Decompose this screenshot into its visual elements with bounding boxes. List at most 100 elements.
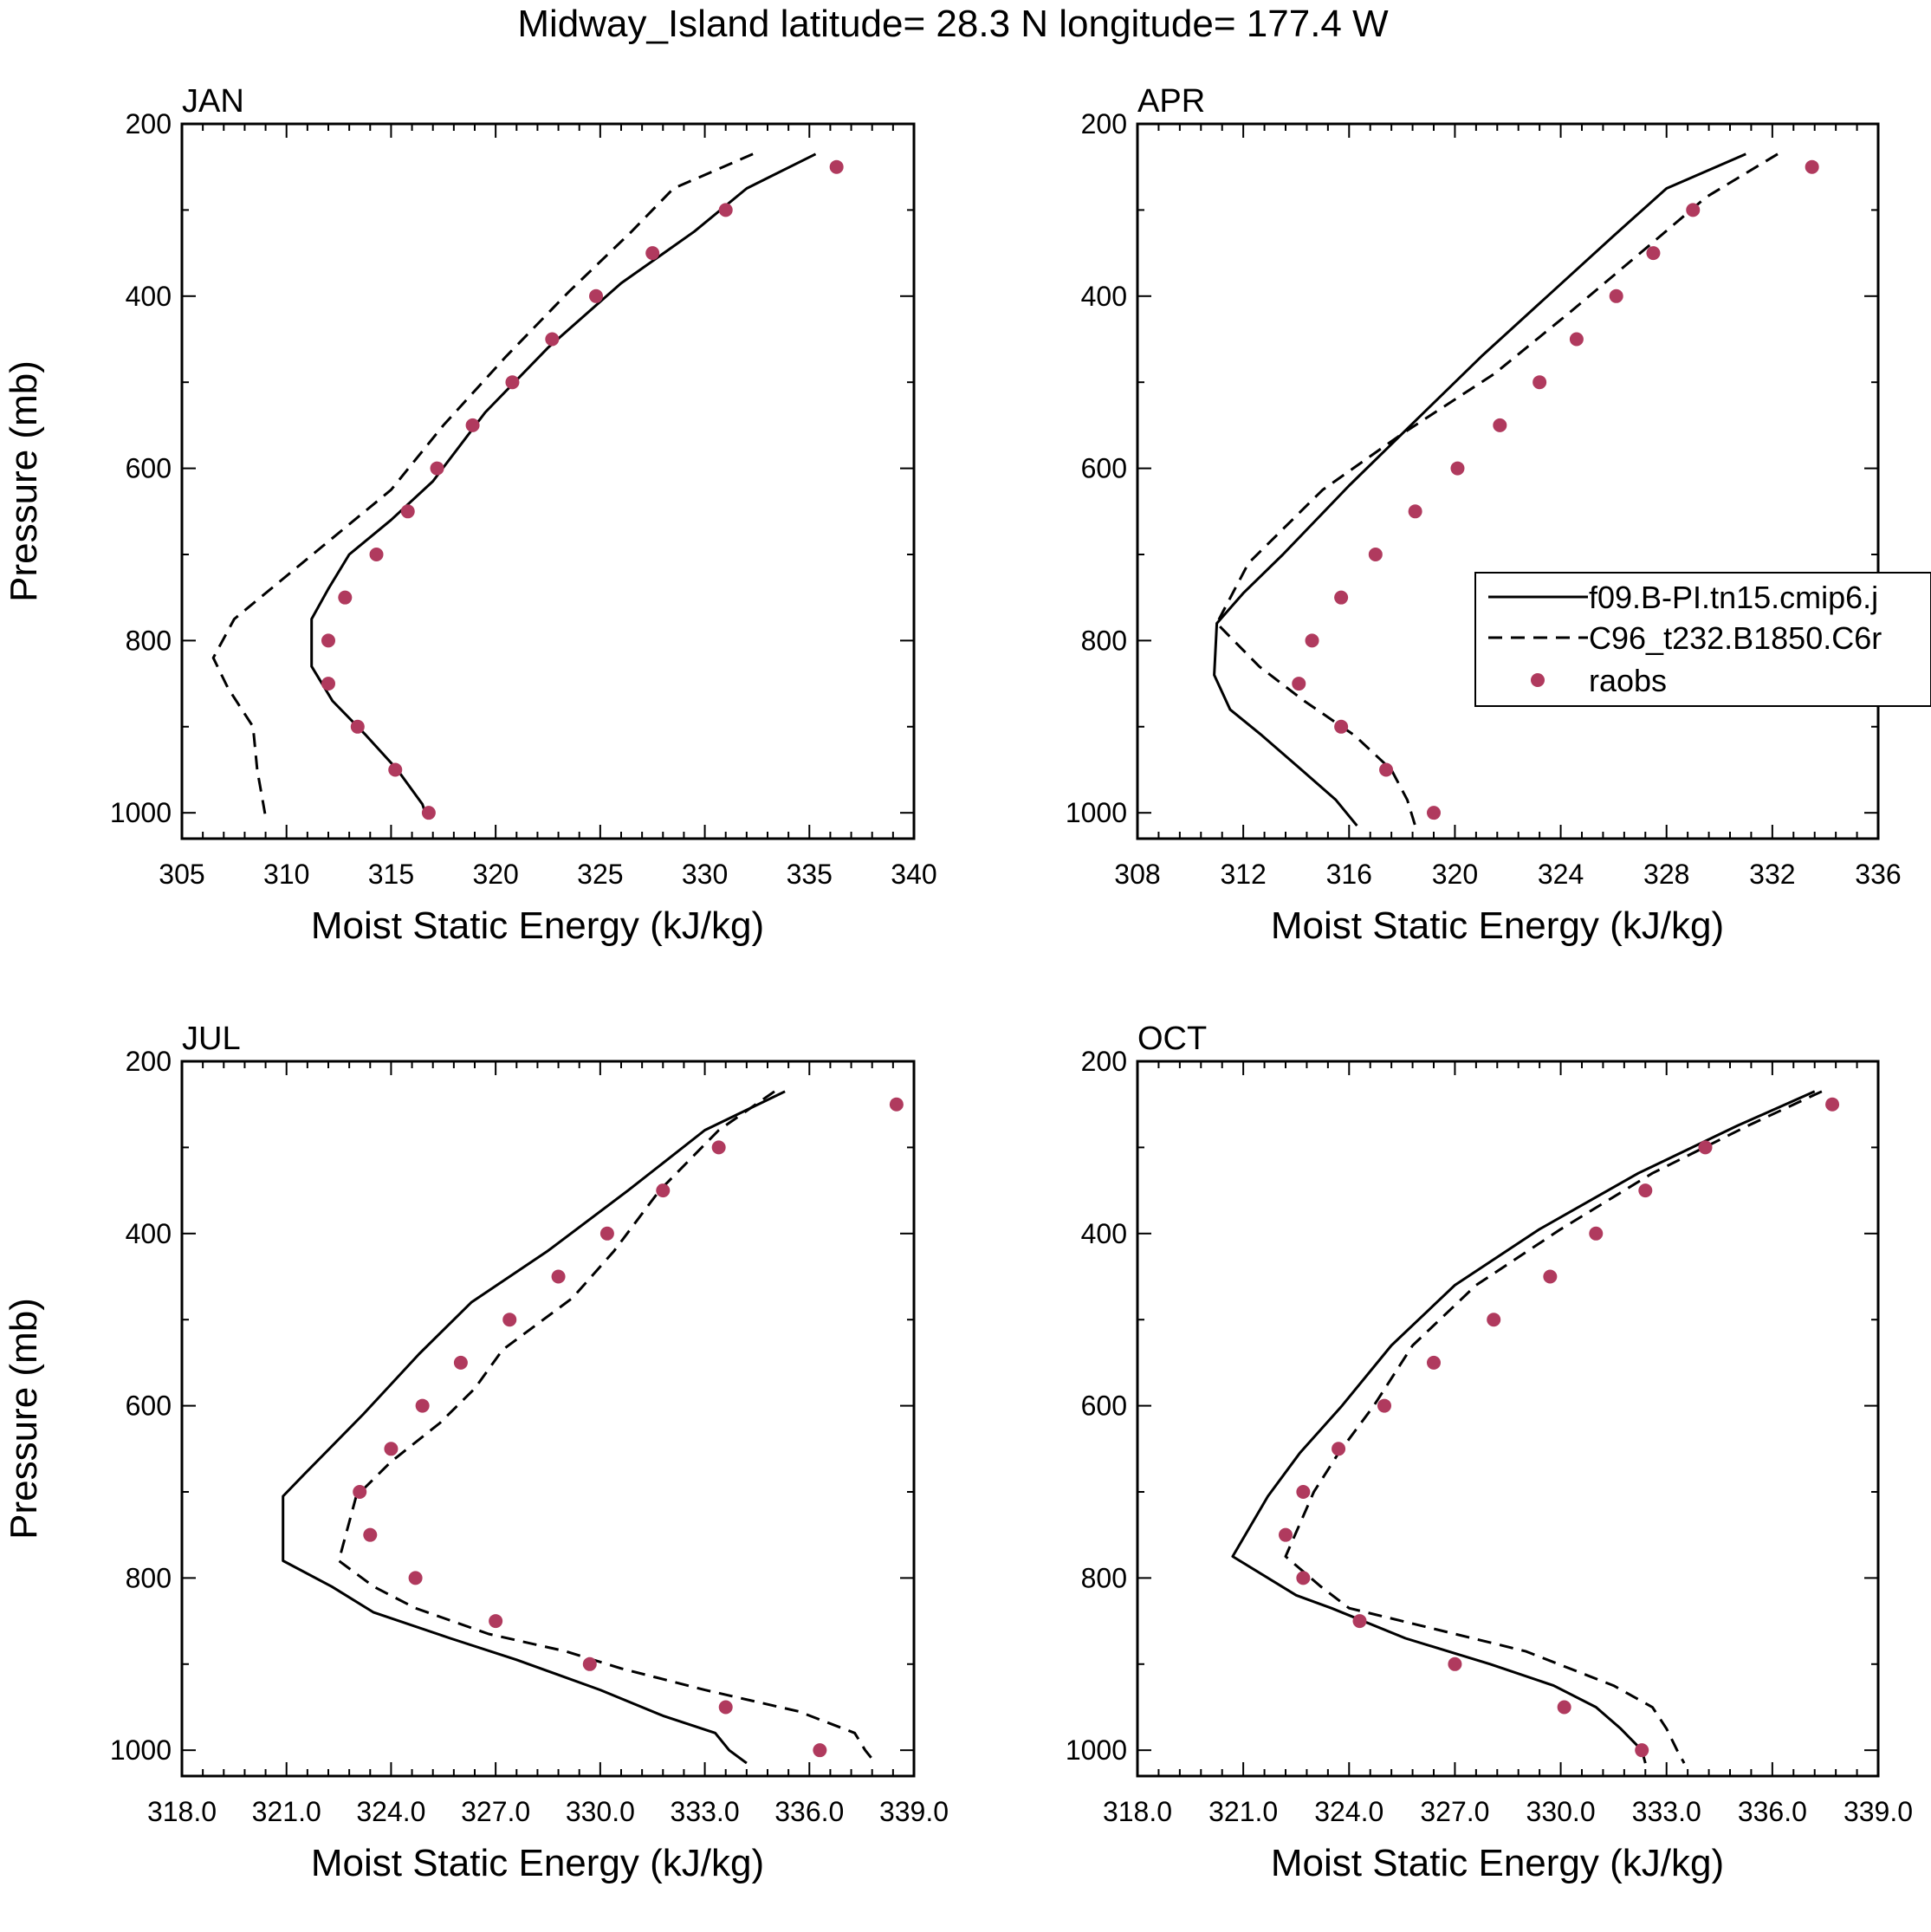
legend-marker-swatch (1531, 673, 1545, 687)
chart-1-solid-line (1213, 152, 1746, 827)
chart-3-raobs-point (1589, 1226, 1604, 1241)
chart-0-raobs-point (589, 289, 604, 303)
chart-3-xtick-label: 336.0 (1738, 1796, 1807, 1827)
chart-0-raobs-point (350, 719, 365, 734)
chart-1-raobs-point (1646, 246, 1661, 261)
chart-0-raobs-point (465, 418, 480, 432)
chart-1-raobs-point (1532, 375, 1547, 390)
chart-0-xtick-label: 315 (368, 859, 414, 890)
chart-0-xtick-label: 340 (891, 859, 936, 890)
chart-2-ylabel: Pressure (mb) (3, 1298, 45, 1540)
chart-2-raobs-point (582, 1656, 597, 1671)
chart-0-xtick-label: 335 (787, 859, 833, 890)
chart-0-dashed-line (211, 152, 754, 818)
chart-1-raobs-point (1334, 590, 1349, 605)
chart-3-raobs-point (1279, 1527, 1293, 1542)
chart-1-xtick-label: 324 (1538, 859, 1584, 890)
chart-2-raobs-point (502, 1313, 517, 1327)
chart-2-raobs-point (656, 1183, 671, 1198)
chart-1-xtick-label: 308 (1114, 859, 1160, 890)
chart-2-xtick-label: 324.0 (356, 1796, 425, 1827)
legend: f09.B-PI.tn15.cmip6.j C96_t232.B1850.C6r… (1474, 572, 1931, 707)
chart-0-xtick-label: 320 (472, 859, 518, 890)
chart-0-raobs-point (545, 332, 560, 347)
chart-3-raobs-point (1698, 1140, 1713, 1155)
chart-2-ytick-label: 800 (126, 1562, 172, 1593)
chart-0-xlabel: Moist Static Energy (kJ/kg) (311, 904, 764, 947)
chart-3-raobs-point (1638, 1183, 1653, 1198)
chart-0-raobs-point (400, 504, 415, 519)
chart-3-raobs-point (1825, 1097, 1840, 1112)
chart-3-raobs-point (1635, 1743, 1649, 1758)
chart-0-xtick-label: 305 (159, 859, 204, 890)
chart-3-raobs-point (1352, 1614, 1367, 1629)
chart-2-dashed-line (337, 1090, 877, 1765)
chart-3-ytick-label: 600 (1081, 1391, 1127, 1422)
chart-2-xtick-label: 339.0 (879, 1796, 949, 1827)
chart-3-xtick-label: 333.0 (1632, 1796, 1701, 1827)
chart-2-raobs-point (711, 1140, 726, 1155)
chart-1-raobs-point (1805, 159, 1819, 174)
chart-3-raobs-point (1332, 1442, 1346, 1456)
chart-1-raobs-point (1368, 547, 1383, 561)
chart-1-ytick-label: 400 (1081, 281, 1127, 312)
chart-1-title: APR (1137, 83, 1205, 120)
legend-box (1474, 572, 1931, 707)
chart-3-raobs-point (1448, 1656, 1462, 1671)
chart-0-raobs-point (369, 547, 384, 561)
chart-1-ytick-label: 1000 (1066, 797, 1127, 828)
chart-0-xtick-label: 325 (577, 859, 623, 890)
chart-1-xtick-label: 312 (1220, 859, 1266, 890)
chart-3-xtick-label: 339.0 (1844, 1796, 1913, 1827)
chart-3-ytick-label: 200 (1081, 1046, 1127, 1077)
chart-3-ytick-label: 800 (1081, 1562, 1127, 1593)
chart-0-raobs-point (505, 375, 520, 390)
chart-2-raobs-point (889, 1097, 904, 1112)
chart-1-ytick-label: 800 (1081, 625, 1127, 656)
panel-jul: JUL 318.0 321.0 324.0 327.0 330.0 333.0 336.0 33… (3, 1021, 949, 1884)
chart-3-raobs-point (1296, 1484, 1311, 1499)
chart-0-xtick-label: 330 (682, 859, 728, 890)
chart-2-raobs-point (718, 1700, 733, 1715)
chart-2-ytick-label: 600 (126, 1391, 172, 1422)
chart-3-raobs-point (1427, 1355, 1441, 1370)
chart-0-ytick-label: 1000 (110, 797, 172, 828)
chart-3-xtick-label: 324.0 (1314, 1796, 1383, 1827)
chart-1-xlabel: Moist Static Energy (kJ/kg) (1271, 904, 1724, 947)
chart-3-xtick-label: 330.0 (1526, 1796, 1596, 1827)
chart-0-raobs-point (829, 159, 844, 174)
chart-0-raobs-point (645, 246, 660, 261)
chart-1-raobs-point (1379, 762, 1394, 777)
legend-label-solid: f09.B-PI.tn15.cmip6.j (1589, 580, 1878, 615)
chart-0-raobs-point (388, 762, 403, 777)
chart-1-ytick-label: 200 (1081, 108, 1127, 139)
chart-2-xtick-label: 333.0 (671, 1796, 740, 1827)
panel-apr: APR 308 312 316 320 324 328 332 336 200 400 600 800 1… (1066, 83, 1902, 947)
chart-0-ytick-label: 400 (126, 281, 172, 312)
chart-1-xtick-label: 328 (1643, 859, 1689, 890)
chart-2-raobs-point (353, 1484, 367, 1499)
chart-2-title: JUL (182, 1021, 241, 1057)
chart-2-xtick-label: 330.0 (566, 1796, 635, 1827)
chart-0-raobs-point (321, 633, 335, 648)
chart-3-raobs-point (1377, 1398, 1391, 1413)
chart-2-frame (180, 1060, 916, 1778)
chart-2-raobs-point (363, 1527, 378, 1542)
chart-1-raobs-point (1408, 504, 1422, 519)
chart-1-xtick-label: 316 (1326, 859, 1372, 890)
chart-1-raobs-point (1305, 633, 1319, 648)
chart-2-ytick-label: 1000 (110, 1734, 172, 1766)
chart-2-raobs-point (384, 1442, 399, 1456)
chart-0-raobs-point (321, 677, 335, 691)
chart-1-xtick-label: 320 (1432, 859, 1478, 890)
chart-2-ytick-label: 200 (126, 1046, 172, 1077)
chart-1-raobs-point (1493, 418, 1507, 432)
chart-1-frame (1136, 122, 1880, 840)
panel-jan: JAN 305 310 315 320 325 330 335 340 200 400 600 800 1… (3, 83, 937, 947)
chart-3-title: OCT (1137, 1021, 1207, 1057)
chart-1-raobs-point (1569, 332, 1584, 347)
chart-2-xtick-label: 336.0 (774, 1796, 844, 1827)
chart-3-xlabel: Moist Static Energy (kJ/kg) (1271, 1842, 1724, 1884)
chart-0-frame (180, 122, 916, 840)
chart-2-raobs-point (415, 1398, 430, 1413)
